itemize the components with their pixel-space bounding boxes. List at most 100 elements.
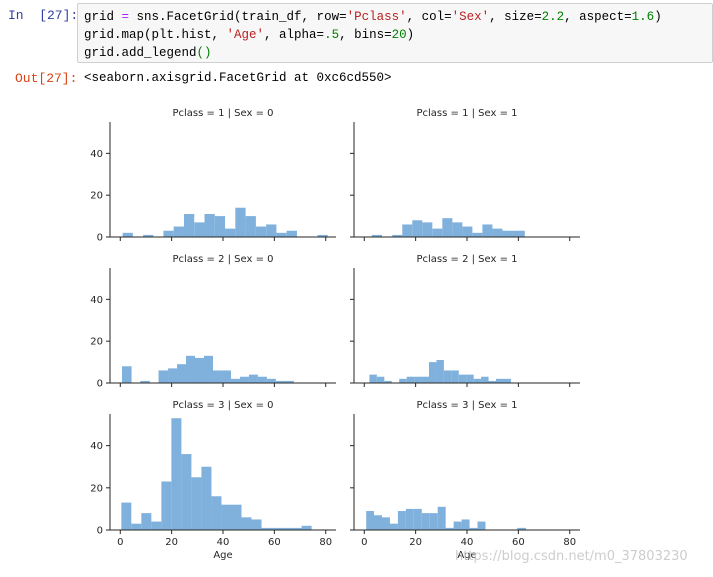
histogram-bar: [452, 222, 463, 237]
x-tick-label: 40: [217, 537, 230, 548]
histogram-bar: [201, 466, 212, 530]
output-text: <seaborn.axisgrid.FacetGrid at 0xc6cd550…: [84, 71, 392, 85]
x-tick-label: 80: [563, 537, 576, 548]
code-token: 20: [391, 28, 407, 42]
y-tick-label: 40: [90, 149, 103, 160]
code-line: grid.map(plt.hist, 'Age', alpha=.5, bins…: [84, 28, 414, 42]
histogram-bar: [462, 226, 473, 237]
histogram-bar: [477, 521, 486, 530]
histogram-bar: [221, 370, 231, 383]
histogram-bar: [517, 527, 527, 530]
histogram-bar: [443, 370, 452, 383]
histogram-bar: [482, 224, 493, 237]
histogram-bar: [428, 362, 437, 383]
histogram-bar: [421, 513, 430, 530]
x-tick-label: 0: [361, 537, 367, 548]
histogram-bar: [121, 502, 132, 530]
histogram-bar: [281, 527, 292, 530]
code-token: , size=: [489, 10, 542, 24]
y-tick-label: 40: [90, 441, 103, 452]
x-tick-label: 80: [319, 537, 332, 548]
histogram-bar: [369, 374, 377, 383]
histogram-bar: [230, 378, 240, 383]
histogram-bar: [512, 230, 525, 237]
facet-panel: Pclass = 2 | Sex = 0 0 20 40: [90, 254, 336, 390]
histogram-bar: [437, 506, 446, 530]
histogram-bar: [168, 368, 178, 383]
histogram-bar: [472, 232, 483, 237]
histogram-bar: [496, 378, 504, 383]
histogram-bar: [195, 357, 204, 383]
histogram-bar: [151, 521, 162, 530]
histogram-bar: [374, 515, 382, 530]
code-token: 'Age': [226, 28, 265, 42]
facet-title: Pclass = 3 | Sex = 1: [416, 400, 517, 411]
code-token: 1.6: [631, 10, 655, 24]
histogram-bar: [381, 517, 390, 530]
y-tick-label: 0: [97, 379, 103, 390]
y-tick-label: 20: [90, 337, 103, 348]
code-token: , bins=: [339, 28, 392, 42]
histogram-bar: [186, 355, 196, 383]
histogram-bar: [131, 523, 142, 530]
facet-panel: Pclass = 3 | Sex = 0 0 20 40 0 20 40 60 80 Age: [90, 400, 336, 561]
histogram-bar: [389, 523, 398, 530]
histogram-bar: [405, 508, 414, 530]
histogram-bar: [231, 504, 242, 530]
histogram-bar: [503, 378, 511, 383]
histogram-bar: [399, 378, 407, 383]
code-token: grid.map(plt.hist,: [84, 28, 227, 42]
code-token: grid.add_legend: [84, 46, 197, 60]
x-tick-label: 40: [461, 537, 474, 548]
histogram-bar: [241, 517, 252, 530]
histogram-bar: [473, 378, 482, 383]
x-tick-label: 60: [512, 537, 525, 548]
histogram-bar: [371, 234, 382, 237]
x-axis-label: Age: [213, 550, 232, 561]
histogram-bar: [469, 527, 478, 530]
x-tick-label: 20: [409, 537, 422, 548]
histogram-bar: [211, 496, 222, 530]
histogram-bar: [161, 481, 172, 530]
histogram-bar: [442, 218, 453, 237]
code-editor[interactable]: grid = sns.FacetGrid(train_df, row='Pcla…: [84, 8, 662, 62]
histogram-bar: [221, 504, 232, 530]
histogram-bar: [422, 222, 433, 237]
histogram-bar: [275, 380, 285, 383]
histogram-bar: [291, 527, 302, 530]
histogram-bar: [171, 418, 182, 530]
code-token: ): [654, 10, 662, 24]
code-cell[interactable]: grid = sns.FacetGrid(train_df, row='Pcla…: [77, 3, 713, 63]
histogram-bar: [163, 230, 174, 237]
histogram-bar: [245, 216, 256, 237]
code-line: grid.add_legend(): [84, 46, 212, 60]
y-tick-label: 0: [97, 526, 103, 537]
histogram-bar: [121, 366, 132, 383]
histogram-bar: [366, 511, 375, 530]
histogram-bar: [406, 376, 415, 383]
y-tick-label: 0: [97, 233, 103, 244]
histogram-bar: [235, 207, 246, 237]
facet-panel: Pclass = 1 | Sex = 1: [350, 108, 580, 241]
code-token: 2.2: [541, 10, 565, 24]
histogram-bar: [191, 477, 202, 530]
histogram-bar: [204, 214, 215, 237]
code-token: , alpha=: [264, 28, 325, 42]
histogram-bar: [402, 224, 413, 237]
x-tick-label: 60: [268, 537, 281, 548]
histogram-bar: [414, 376, 422, 383]
x-tick-label: 20: [165, 537, 178, 548]
code-token: sns.FacetGrid(train_df, row=: [129, 10, 347, 24]
histogram-bar: [286, 230, 297, 237]
facet-panel: Pclass = 2 | Sex = 1: [350, 254, 580, 387]
facet-title: Pclass = 2 | Sex = 1: [416, 254, 517, 265]
y-tick-label: 20: [90, 483, 103, 494]
histogram-bar: [466, 374, 474, 383]
histogram-bar: [181, 454, 192, 530]
histogram-bar: [301, 525, 312, 530]
histogram-bar: [140, 380, 150, 383]
facet-panel: Pclass = 3 | Sex = 1 0 20 40 60 80 Age: [350, 400, 580, 561]
histogram-bar: [261, 527, 272, 530]
histogram-bar: [271, 527, 282, 530]
